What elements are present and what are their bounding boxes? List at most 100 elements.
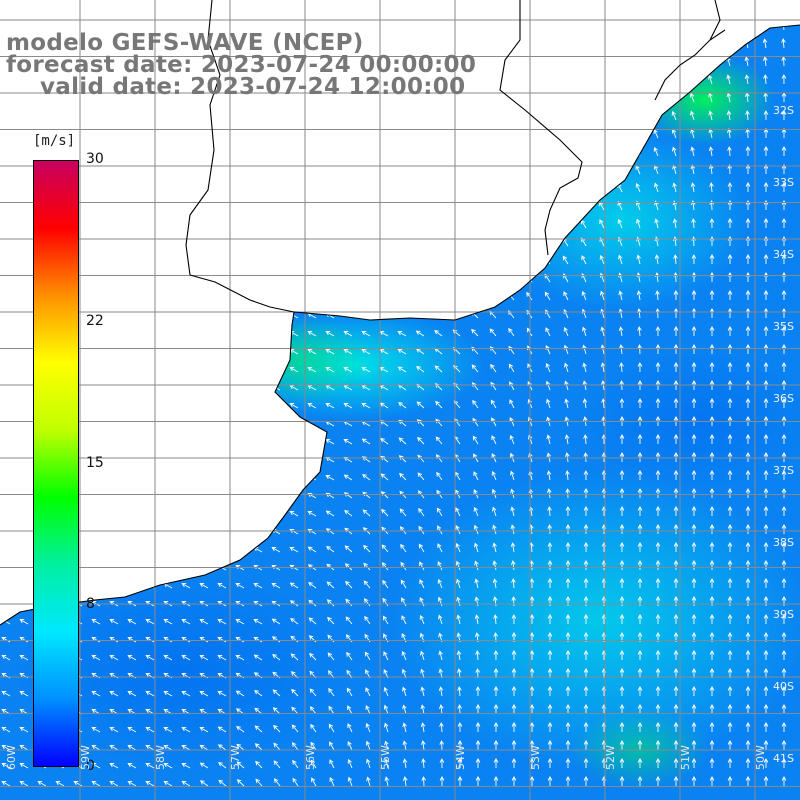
- wind-arrow: [109, 511, 119, 517]
- wind-arrow: [470, 275, 479, 283]
- wind-arrow: [109, 133, 119, 139]
- wind-arrow: [273, 724, 281, 733]
- wind-arrow: [493, 758, 499, 768]
- wind-arrow: [599, 219, 605, 229]
- wind-arrow: [398, 437, 407, 445]
- wind-arrow: [91, 529, 101, 535]
- wind-arrow: [181, 529, 191, 535]
- wind-arrow: [181, 205, 191, 211]
- wind-arrow: [673, 308, 679, 318]
- wind-arrow: [437, 578, 443, 589]
- wind-arrow: [691, 254, 697, 265]
- wind-arrow: [763, 506, 769, 516]
- wind-arrow: [1, 367, 11, 373]
- wind-arrow: [109, 727, 119, 733]
- wind-arrow: [345, 580, 353, 589]
- wind-arrow: [491, 435, 497, 445]
- wind-arrow: [255, 778, 263, 787]
- wind-arrow: [583, 758, 589, 768]
- wind-arrow: [145, 547, 155, 553]
- wind-arrow: [560, 95, 569, 103]
- wind-arrow: [457, 704, 462, 715]
- wind-arrow: [383, 651, 389, 661]
- wind-arrow: [598, 165, 605, 175]
- wind-arrow: [326, 581, 335, 589]
- wind-arrow: [361, 115, 371, 121]
- wind-arrow: [1, 781, 11, 787]
- wind-arrow: [469, 79, 479, 85]
- wind-arrow: [456, 596, 461, 607]
- wind-arrow: [235, 547, 245, 553]
- wind-arrow: [596, 59, 605, 67]
- wind-arrow: [289, 241, 299, 247]
- longitude-label: 56W: [304, 745, 317, 770]
- wind-arrow: [235, 690, 245, 697]
- wind-arrow: [379, 25, 389, 31]
- wind-arrow: [217, 403, 227, 409]
- wind-arrow: [199, 762, 209, 769]
- wind-arrow: [691, 758, 697, 768]
- wind-arrow: [383, 686, 389, 697]
- wind-arrow: [199, 655, 209, 661]
- wind-arrow: [235, 385, 245, 391]
- wind-arrow: [451, 205, 461, 211]
- wind-arrow: [469, 43, 479, 49]
- wind-arrow: [457, 758, 463, 768]
- wind-arrow: [217, 744, 227, 751]
- wind-arrow: [289, 547, 299, 553]
- wind-arrow: [493, 614, 498, 625]
- wind-arrow: [582, 380, 588, 391]
- wind-arrow: [399, 472, 407, 481]
- wind-arrow: [474, 596, 480, 607]
- wind-arrow: [109, 547, 119, 553]
- wind-arrow: [19, 547, 29, 553]
- wind-arrow: [655, 704, 661, 714]
- wind-arrow: [523, 79, 533, 85]
- wind-arrow: [127, 529, 137, 535]
- wind-arrow: [379, 43, 389, 49]
- wind-arrow: [199, 151, 209, 157]
- wind-arrow: [561, 166, 569, 175]
- wind-arrow: [541, 25, 551, 31]
- wind-arrow: [708, 164, 714, 175]
- wind-arrow: [434, 365, 443, 373]
- wind-arrow: [181, 367, 191, 373]
- wind-arrow: [511, 614, 517, 625]
- wind-arrow: [415, 133, 425, 139]
- wind-arrow: [673, 290, 679, 301]
- wind-arrow: [415, 169, 425, 175]
- wind-arrow: [583, 704, 589, 714]
- wind-arrow: [361, 169, 371, 175]
- forecast-date: forecast date: 2023-07-24 00:00:00: [6, 52, 477, 78]
- wind-arrow: [456, 578, 461, 589]
- wind-arrow: [709, 488, 715, 498]
- wind-arrow: [547, 776, 553, 786]
- wind-arrow: [379, 295, 389, 301]
- wind-arrow: [290, 617, 299, 625]
- wind-arrow: [253, 439, 263, 445]
- wind-arrow: [325, 169, 335, 175]
- wind-arrow: [145, 439, 155, 445]
- wind-arrow: [37, 151, 47, 157]
- wind-arrow: [1, 655, 11, 661]
- wind-arrow: [271, 367, 281, 373]
- wind-arrow: [763, 344, 769, 354]
- wind-arrow: [343, 241, 353, 247]
- wind-arrow: [671, 110, 677, 121]
- wind-arrow: [600, 344, 606, 355]
- wind-arrow: [379, 205, 389, 211]
- wind-arrow: [199, 780, 209, 787]
- wind-arrow: [709, 722, 715, 732]
- wind-arrow: [615, 94, 623, 103]
- wind-arrow: [415, 187, 425, 193]
- wind-arrow: [509, 434, 515, 445]
- wind-arrow: [416, 419, 425, 427]
- wind-arrow: [127, 385, 137, 391]
- wind-arrow: [380, 473, 389, 481]
- wind-arrow: [271, 403, 281, 409]
- wind-arrow: [438, 704, 444, 715]
- wind-arrow: [487, 151, 497, 157]
- wind-arrow: [379, 313, 389, 319]
- wind-arrow: [181, 763, 191, 769]
- wind-arrow: [457, 740, 463, 750]
